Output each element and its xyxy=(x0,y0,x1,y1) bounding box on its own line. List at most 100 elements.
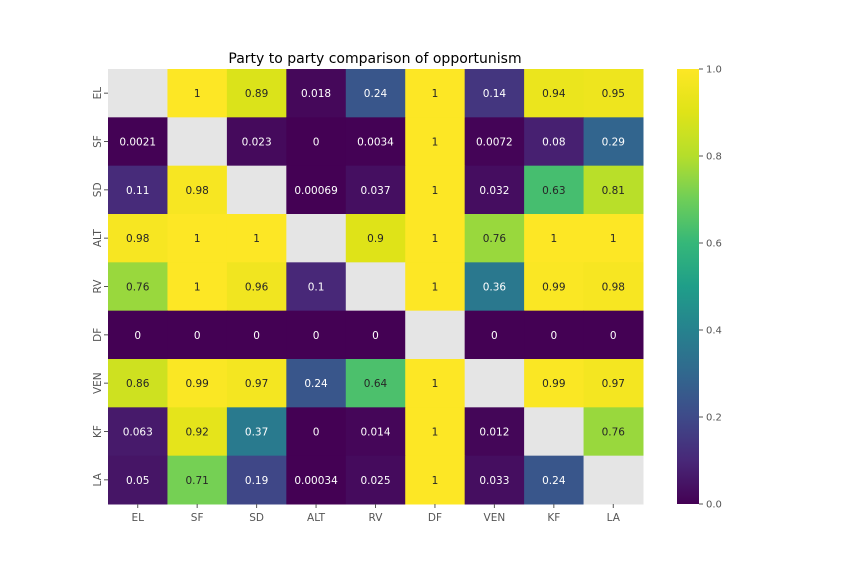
colorbar-tick-label: 0.2 xyxy=(706,413,722,424)
cell-value-label: 0 xyxy=(313,137,320,149)
cell-value-label: 1 xyxy=(432,378,439,390)
heatmap-cell xyxy=(345,455,406,505)
heatmap-cell xyxy=(464,165,525,215)
heatmap-cell xyxy=(167,165,228,215)
cell-value-label: 0.018 xyxy=(301,88,331,100)
heatmap-cell xyxy=(345,310,406,360)
y-tick-label: SD xyxy=(92,182,104,197)
heatmap-cell xyxy=(167,69,228,118)
heatmap-cell xyxy=(583,359,644,408)
cell-value-label: 0 xyxy=(253,330,260,342)
heatmap-cell xyxy=(345,407,406,457)
heatmap-cell xyxy=(167,455,228,505)
heatmap-cell xyxy=(405,69,466,118)
cell-value-label: 0.76 xyxy=(602,427,626,439)
x-tick-label: DF xyxy=(428,512,442,524)
chart-title: Party to party comparison of opportunism xyxy=(228,51,521,67)
cell-value-label: 0.81 xyxy=(602,185,625,197)
x-tick-label: KF xyxy=(547,512,560,524)
heatmap-cell xyxy=(167,117,228,167)
heatmap-cell xyxy=(167,310,228,360)
heatmap-cell xyxy=(226,214,287,263)
heatmap-cell xyxy=(583,310,644,360)
heatmap-cell xyxy=(286,310,347,360)
colorbar-tick-label: 0.0 xyxy=(706,500,722,511)
cell-value-label: 0.014 xyxy=(360,427,390,439)
cell-value-label: 0.63 xyxy=(542,185,565,197)
colorbar-tick-label: 1.0 xyxy=(706,65,722,76)
cell-value-label: 1 xyxy=(432,282,439,294)
heatmap-cell xyxy=(405,214,466,263)
cell-value-label: 0.012 xyxy=(479,427,509,439)
cell-value-label: 1 xyxy=(432,233,439,245)
cell-value-label: 0 xyxy=(491,330,498,342)
cell-value-label: 0.14 xyxy=(483,88,507,100)
cell-value-label: 0.1 xyxy=(308,282,325,294)
cell-value-label: 0.033 xyxy=(479,475,509,487)
y-tick-label: KF xyxy=(92,425,104,438)
cell-value-label: 0.9 xyxy=(367,233,384,245)
heatmap-cell xyxy=(167,359,228,408)
cell-value-label: 0.032 xyxy=(479,185,509,197)
heatmap-cell xyxy=(405,359,466,408)
cell-value-label: 0.0021 xyxy=(119,137,156,149)
heatmap-cell xyxy=(167,214,228,263)
x-tick-label: VEN xyxy=(484,512,506,524)
heatmap-cell xyxy=(524,214,585,263)
cell-value-label: 0.64 xyxy=(364,378,388,390)
heatmap-cell xyxy=(405,165,466,215)
heatmap-cell-labels: 1 0.89 0.018 0.24 1 0.14 0.94 0.95 0.0021 0.023 0 0… xyxy=(119,88,625,487)
cell-value-label: 1 xyxy=(194,282,201,294)
cell-value-label: 1 xyxy=(432,185,439,197)
heatmap-cell xyxy=(464,310,525,360)
heatmap-cell xyxy=(167,407,228,457)
heatmap-cell xyxy=(226,165,287,215)
heatmap-cell xyxy=(524,310,585,360)
heatmap-cell xyxy=(405,455,466,505)
cell-value-label: 0 xyxy=(372,330,379,342)
heatmap-cell xyxy=(226,69,287,118)
cell-value-label: 0.11 xyxy=(126,185,149,197)
heatmap-cell xyxy=(286,165,347,215)
cell-value-label: 0.98 xyxy=(602,282,625,294)
cell-value-label: 0.97 xyxy=(602,378,625,390)
cell-value-label: 0.24 xyxy=(542,475,566,487)
heatmap-cell xyxy=(108,262,168,312)
cell-value-label: 0.92 xyxy=(185,427,208,439)
colorbar-gradient xyxy=(677,69,699,504)
heatmap-cell xyxy=(167,262,228,312)
colorbar-tick-label: 0.8 xyxy=(706,152,722,163)
heatmap-cell xyxy=(286,407,347,457)
heatmap-cell xyxy=(524,359,585,408)
heatmap-cell xyxy=(226,117,287,167)
heatmap-cell xyxy=(286,214,347,263)
heatmap-cell xyxy=(108,310,168,360)
cell-value-label: 0.37 xyxy=(245,427,268,439)
cell-value-label: 0.76 xyxy=(483,233,507,245)
cell-value-label: 0.24 xyxy=(364,88,388,100)
heatmap-cell xyxy=(464,455,525,505)
x-tick-label: SD xyxy=(249,512,264,524)
cell-value-label: 0.037 xyxy=(360,185,390,197)
cell-value-label: 0.19 xyxy=(245,475,268,487)
x-axis: EL SF SD ALT RV DF VEN KF LA xyxy=(131,504,621,524)
cell-value-label: 0.0034 xyxy=(357,137,394,149)
heatmap-cell xyxy=(583,69,644,118)
cell-value-label: 0.025 xyxy=(360,475,390,487)
y-tick-label: VEN xyxy=(92,372,104,394)
heatmap-cell xyxy=(108,359,168,408)
cell-value-label: 0.98 xyxy=(126,233,149,245)
heatmap-cell xyxy=(524,69,585,118)
cell-value-label: 0.71 xyxy=(185,475,208,487)
heatmap-cell xyxy=(524,455,585,505)
cell-value-label: 1 xyxy=(194,233,201,245)
cell-value-label: 0.05 xyxy=(126,475,149,487)
cell-value-label: 1 xyxy=(194,88,201,100)
heatmap-cell xyxy=(464,214,525,263)
cell-value-label: 0.063 xyxy=(123,427,153,439)
y-tick-label: RV xyxy=(92,279,104,294)
cell-value-label: 0.99 xyxy=(542,378,565,390)
heatmap-cell xyxy=(345,262,406,312)
heatmap-cell xyxy=(226,310,287,360)
cell-value-label: 0.89 xyxy=(245,88,268,100)
